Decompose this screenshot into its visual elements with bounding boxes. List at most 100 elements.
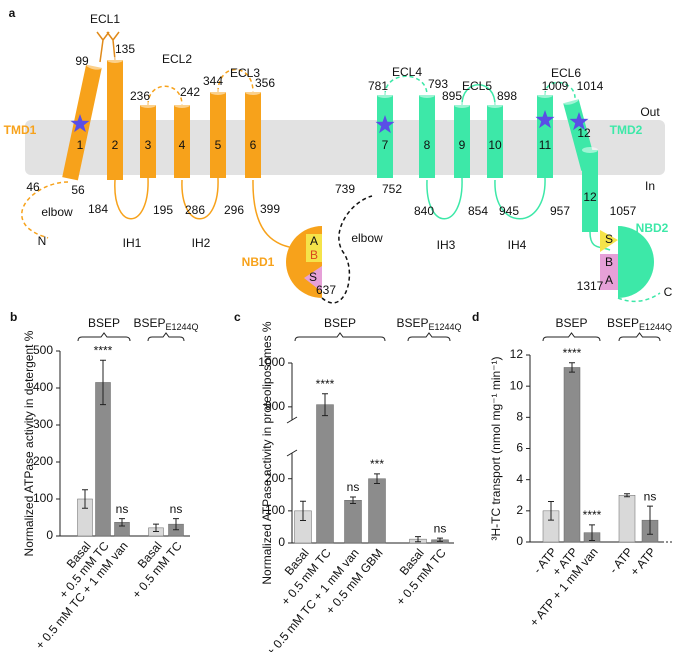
label: In	[645, 179, 655, 193]
significance: ns	[644, 489, 657, 503]
error-bar	[119, 518, 125, 527]
y-axis-label: Normalized ATPase activity in detergent …	[22, 330, 36, 556]
y-tick-label: 900	[265, 399, 285, 413]
error-bar	[374, 473, 380, 485]
helix-body	[174, 105, 190, 178]
label: 793	[428, 77, 448, 91]
y-tick-label: 200	[33, 454, 53, 468]
label: 236	[130, 89, 150, 103]
label: S	[605, 232, 613, 246]
group-label: BSEP	[555, 316, 587, 330]
label: 4	[179, 138, 186, 152]
bar	[368, 478, 386, 544]
axis-break	[286, 449, 298, 457]
label: 898	[497, 89, 517, 103]
bar	[563, 367, 581, 543]
label: 2	[112, 138, 119, 152]
label: Out	[640, 105, 660, 119]
helix-cap	[140, 102, 156, 108]
group-label: BSEPE1244Q	[607, 316, 672, 332]
error-bar	[300, 500, 306, 521]
label: 895	[442, 89, 462, 103]
group-label: BSEP	[324, 316, 356, 330]
label: 56	[71, 183, 85, 197]
group-subscript: E1244Q	[428, 322, 461, 332]
significance: ns	[347, 480, 360, 494]
panel-label: d	[472, 310, 479, 324]
label: 739	[335, 182, 355, 196]
group-brace	[294, 332, 386, 342]
group-brace	[618, 332, 661, 342]
label: B	[310, 248, 318, 262]
group-name: BSEP	[88, 316, 120, 330]
y-tick-label: 4	[516, 472, 523, 486]
error-bar	[647, 505, 653, 535]
group-brace	[407, 332, 451, 342]
helix	[487, 102, 503, 178]
x-tick-label: + ATP	[627, 545, 658, 579]
group-label: BSEPE1244Q	[133, 316, 198, 332]
label: 399	[260, 202, 280, 216]
error-bar	[153, 523, 159, 533]
group-name: BSEP	[133, 316, 165, 330]
label: S	[309, 270, 317, 284]
helix-cap	[174, 102, 190, 108]
star	[569, 112, 589, 131]
label: 1014	[577, 79, 604, 93]
label: IH4	[508, 238, 527, 252]
loops	[21, 31, 661, 304]
helix-body	[140, 105, 156, 178]
bar	[316, 404, 334, 544]
panel-label: c	[234, 310, 241, 324]
significance: ns	[170, 502, 183, 516]
helices	[62, 57, 598, 232]
label: 854	[468, 204, 488, 218]
label: TMD1	[4, 123, 37, 137]
helix-cap	[86, 62, 102, 70]
helix-body	[582, 150, 598, 232]
group-name: BSEP	[396, 316, 428, 330]
helix	[537, 92, 553, 178]
label: ECL3	[230, 66, 260, 80]
label: C	[664, 285, 673, 299]
error-bar	[589, 524, 595, 541]
helix-body	[419, 95, 435, 178]
group-subscript: E1244Q	[639, 322, 672, 332]
significance: ****	[583, 508, 602, 522]
label: 6	[250, 138, 257, 152]
motif-box	[600, 254, 618, 290]
y-tick-label: 100	[33, 491, 53, 505]
group-brace	[77, 332, 131, 342]
panel-label: b	[10, 310, 17, 324]
significance: ns	[434, 521, 447, 535]
label: 1	[77, 138, 84, 152]
error-bar	[350, 496, 356, 504]
label: IH1	[123, 236, 142, 250]
y-tick-label: 400	[33, 380, 53, 394]
label: NBD1	[242, 255, 275, 269]
helix-body	[107, 60, 123, 180]
label: 12	[577, 126, 591, 140]
label: 46	[26, 180, 40, 194]
label: 752	[382, 182, 402, 196]
label: ECL2	[162, 52, 192, 66]
star	[375, 115, 395, 134]
label: elbow	[351, 231, 383, 245]
helix-cap	[107, 57, 123, 63]
label: 10	[488, 138, 502, 152]
y-tick-label: 0	[46, 528, 53, 542]
label: A	[605, 273, 613, 287]
helix-cap	[210, 89, 226, 95]
group-name: BSEP	[607, 316, 639, 330]
label: elbow	[41, 205, 73, 219]
y-tick-label: 0	[516, 534, 523, 548]
helix-body	[537, 95, 553, 178]
label: 1317	[577, 279, 604, 293]
helix-cap	[537, 92, 553, 98]
star	[70, 114, 90, 133]
label: ECL5	[462, 79, 492, 93]
y-tick-label: 100	[265, 503, 285, 517]
error-bar	[548, 500, 554, 521]
bar	[618, 495, 636, 543]
